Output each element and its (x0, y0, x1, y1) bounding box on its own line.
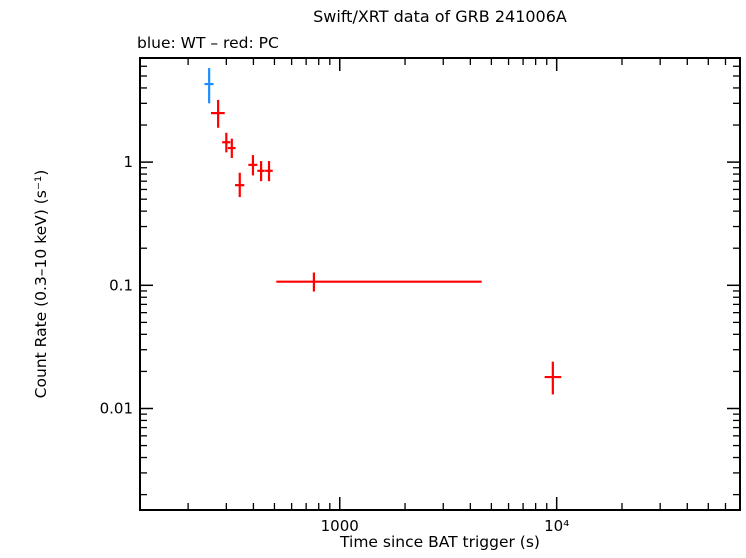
y-tick-label: 0.01 (100, 399, 133, 417)
x-tick-label: 10⁴ (544, 517, 569, 535)
plot-render-layer: 1000 10⁴ 1 0.1 0.01 (100, 57, 741, 535)
chart-title: Swift/XRT data of GRB 241006A (313, 7, 567, 26)
chart-subtitle-legend: blue: WT – red: PC (137, 34, 279, 52)
plot-frame (139, 57, 741, 511)
y-tick-label: 0.1 (109, 276, 133, 294)
y-axis-label: Count Rate (0.3–10 keV) (s⁻¹) (32, 170, 50, 399)
x-tick-label: 1000 (321, 517, 359, 535)
y-tick-label: 1 (123, 153, 133, 171)
x-axis-label: Time since BAT trigger (s) (339, 533, 540, 551)
